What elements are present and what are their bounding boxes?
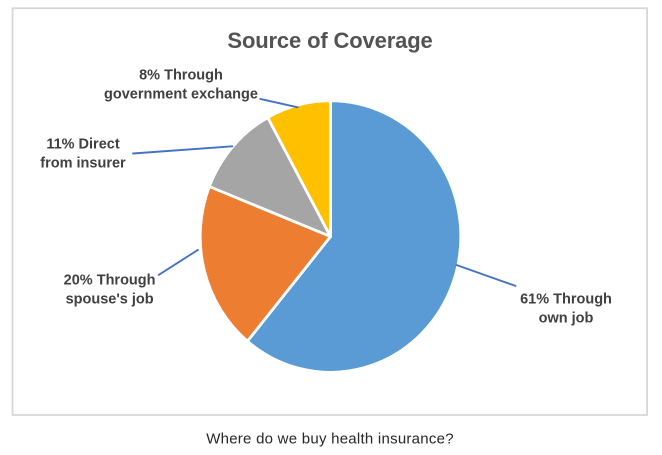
- svg-text:20% Through: 20% Through: [64, 272, 156, 288]
- svg-text:11% Direct: 11% Direct: [46, 137, 120, 153]
- svg-text:spouse's job: spouse's job: [66, 291, 154, 307]
- svg-text:Where do we buy health insuran: Where do we buy health insurance?: [206, 431, 454, 448]
- svg-text:61% Through: 61% Through: [520, 292, 612, 308]
- svg-text:government exchange: government exchange: [104, 86, 258, 102]
- svg-text:8% Through: 8% Through: [139, 67, 223, 83]
- svg-text:own job: own job: [539, 311, 594, 327]
- svg-text:Source of Coverage: Source of Coverage: [227, 28, 432, 53]
- svg-text:from insurer: from insurer: [40, 156, 126, 172]
